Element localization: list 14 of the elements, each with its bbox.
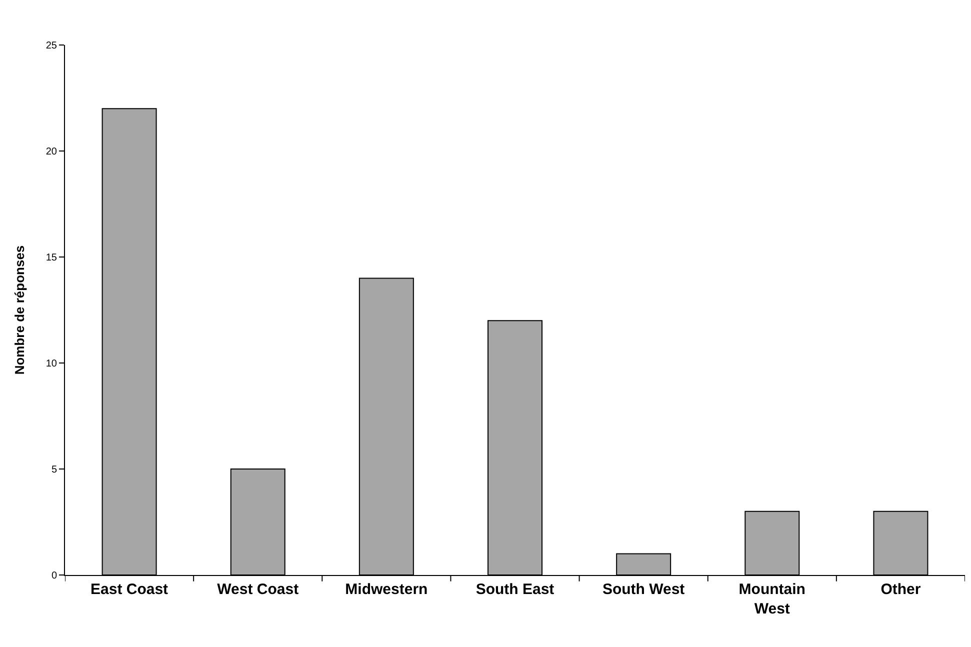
y-tick-label: 10 (46, 358, 58, 370)
x-tick-label: Other (880, 581, 921, 598)
y-tick-label: 15 (46, 252, 58, 264)
y-tick-label: 25 (46, 40, 58, 52)
y-tick-label: 5 (51, 464, 58, 476)
x-tick-label: Mountain West (738, 581, 806, 618)
y-axis-title: Nombre de réponses (12, 245, 27, 375)
x-tick-label: West Coast (217, 581, 299, 598)
x-tick-label: South West (602, 581, 685, 598)
y-tick-label: 20 (46, 146, 58, 158)
x-tick-label: Midwestern (345, 581, 428, 598)
x-tick-label: South East (476, 581, 554, 598)
y-tick-label: 0 (51, 570, 58, 582)
x-tick-label: East Coast (90, 581, 168, 598)
